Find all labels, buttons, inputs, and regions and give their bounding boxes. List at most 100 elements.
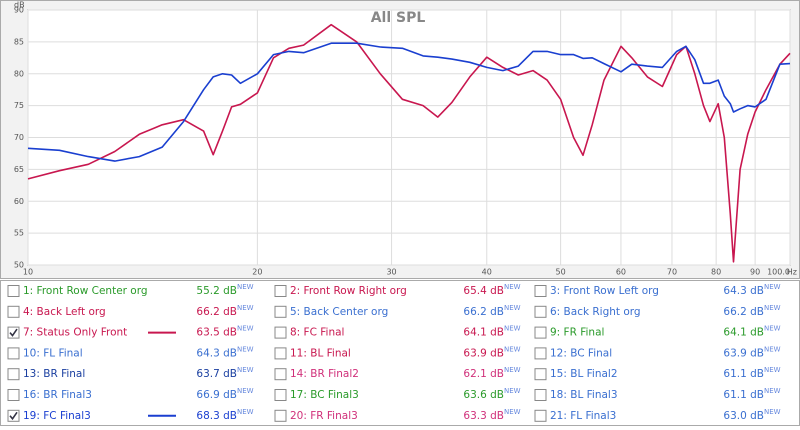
new-badge: NEW	[504, 366, 521, 374]
checkbox[interactable]	[534, 347, 547, 360]
x-tick-label: 40	[482, 268, 492, 277]
new-badge: NEW	[764, 387, 781, 395]
trace-level: 63.5 dB	[196, 327, 237, 339]
new-badge: NEW	[764, 283, 781, 291]
trace-level: 64.3 dB	[196, 347, 237, 359]
trace-name[interactable]: 6: Back Right org	[550, 306, 641, 318]
trace-name[interactable]: 14: BR Final2	[290, 368, 359, 380]
new-badge: NEW	[764, 304, 781, 312]
trace-name[interactable]: 1: Front Row Center org	[23, 285, 148, 297]
new-badge: NEW	[504, 325, 521, 333]
new-badge: NEW	[764, 345, 781, 353]
y-tick-label: 75	[14, 101, 24, 110]
checkbox[interactable]	[7, 368, 20, 381]
y-tick-label: 55	[14, 229, 24, 238]
trace-level: 66.2 dB	[463, 306, 504, 318]
trace-name[interactable]: 17: BC Final3	[290, 389, 359, 401]
x-tick-label: 50	[556, 268, 566, 277]
trace-name[interactable]: 16: BR Final3	[23, 389, 92, 401]
checkbox[interactable]	[534, 326, 547, 339]
new-badge: NEW	[504, 408, 521, 416]
x-tick-label: 90	[750, 268, 760, 277]
checkbox[interactable]	[7, 326, 20, 339]
trace-name[interactable]: 15: BL Final2	[550, 368, 618, 380]
y-unit: dB	[14, 1, 25, 10]
trace-level: 61.1 dB	[723, 389, 764, 401]
series-line	[27, 42, 791, 162]
trace-level: 63.0 dB	[723, 410, 764, 422]
checkbox[interactable]	[534, 389, 547, 401]
new-badge: NEW	[237, 387, 254, 395]
trace-name[interactable]: 2: Front Row Right org	[290, 285, 407, 297]
checkbox[interactable]	[274, 285, 287, 297]
x-tick-label: 30	[386, 268, 396, 277]
new-badge: NEW	[237, 325, 254, 333]
trace-name[interactable]: 8: FC Final	[290, 327, 344, 339]
trace-name[interactable]: 18: BL Final3	[550, 389, 618, 401]
checkbox[interactable]	[534, 409, 547, 422]
checkbox[interactable]	[274, 326, 287, 339]
y-tick-label: 80	[14, 69, 24, 78]
y-tick-label: 85	[14, 37, 24, 46]
y-tick-label: 50	[14, 261, 24, 270]
new-badge: NEW	[764, 366, 781, 374]
trace-level: 62.1 dB	[463, 368, 504, 380]
trace-level: 64.1 dB	[723, 327, 764, 339]
trace-level: 63.3 dB	[463, 410, 504, 422]
trace-name[interactable]: 5: Back Center org	[290, 306, 388, 318]
trace-name[interactable]: 13: BR Final	[23, 368, 85, 380]
x-tick-label: 60	[616, 268, 626, 277]
new-badge: NEW	[237, 283, 254, 291]
new-badge: NEW	[504, 304, 521, 312]
trace-level: 66.9 dB	[196, 389, 237, 401]
new-badge: NEW	[237, 304, 254, 312]
trace-name[interactable]: 11: BL Final	[290, 347, 351, 359]
checkbox[interactable]	[274, 409, 287, 422]
checkbox[interactable]	[274, 305, 287, 318]
trace-level: 66.2 dB	[723, 306, 764, 318]
checkbox[interactable]	[274, 389, 287, 401]
trace-name[interactable]: 3: Front Row Left org	[550, 285, 659, 297]
chart-title: All SPL	[371, 10, 426, 26]
checkmark	[9, 328, 18, 337]
checkbox[interactable]	[534, 305, 547, 318]
checkmark	[9, 411, 18, 421]
checkbox[interactable]	[7, 389, 20, 401]
checkbox[interactable]	[274, 368, 287, 381]
trace-name[interactable]: 4: Back Left org	[23, 306, 106, 318]
trace-level: 65.4 dB	[463, 285, 504, 297]
checkbox[interactable]	[7, 347, 20, 360]
trace-name[interactable]: 9: FR Final	[550, 327, 604, 339]
checkbox[interactable]	[7, 409, 20, 422]
y-tick-label: 60	[14, 197, 24, 206]
x-tick-label: 10	[23, 268, 33, 277]
checkbox[interactable]	[534, 368, 547, 381]
checkbox[interactable]	[274, 347, 287, 360]
trace-name[interactable]: 20: FR Final3	[290, 410, 358, 422]
trace-level: 61.1 dB	[723, 368, 764, 380]
checkbox[interactable]	[7, 305, 20, 318]
trace-level: 63.9 dB	[723, 347, 764, 359]
trace-name[interactable]: 19: FC Final3	[23, 410, 91, 422]
trace-name[interactable]: 10: FL Final	[23, 347, 83, 359]
x-tick-label: 70	[667, 268, 677, 277]
trace-level: 68.3 dB	[196, 410, 237, 422]
trace-name[interactable]: 21: FL Final3	[550, 410, 616, 422]
trace-name[interactable]: 7: Status Only Front	[23, 327, 127, 339]
new-badge: NEW	[237, 345, 254, 353]
x-unit: Hz	[787, 268, 797, 277]
y-tick-label: 90	[14, 6, 24, 15]
trace-level: 63.6 dB	[463, 389, 504, 401]
trace-level: 63.9 dB	[463, 347, 504, 359]
new-badge: NEW	[764, 408, 781, 416]
x-tick-label: 80	[711, 268, 721, 277]
trace-name[interactable]: 12: BC Final	[550, 347, 612, 359]
checkbox[interactable]	[7, 285, 20, 297]
series-line	[27, 23, 791, 263]
x-tick-label: 20	[252, 268, 262, 277]
checkbox[interactable]	[534, 285, 547, 297]
new-badge: NEW	[504, 345, 521, 353]
trace-level: 66.2 dB	[196, 306, 237, 318]
y-tick-label: 65	[14, 165, 24, 174]
